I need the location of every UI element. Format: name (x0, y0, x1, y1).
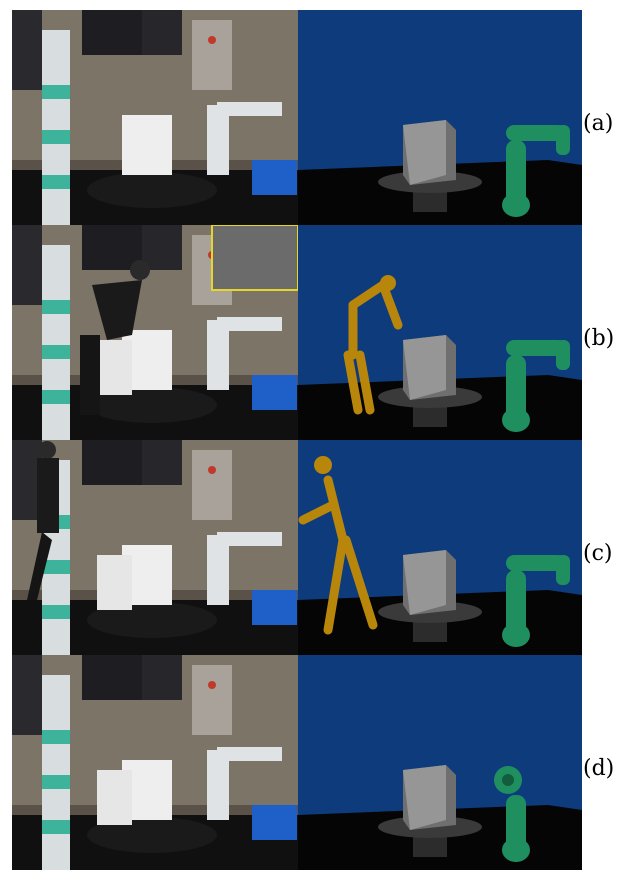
panel-label: (a) (583, 111, 614, 136)
simulation-render (298, 655, 582, 870)
figure-row: (a) (0, 10, 621, 225)
figure-row: (c) (0, 440, 621, 655)
panel-label: (d) (583, 756, 615, 781)
lab-photo (12, 10, 298, 225)
simulation-render (298, 225, 582, 440)
figure-row: (b) (0, 225, 621, 440)
lab-photo (12, 440, 298, 655)
simulation-render (298, 10, 582, 225)
figure-row: (d) (0, 655, 621, 870)
simulation-render (298, 440, 582, 655)
lab-photo (12, 655, 298, 870)
panel-label: (b) (583, 326, 615, 351)
panel-label: (c) (583, 541, 613, 566)
lab-photo (12, 225, 298, 440)
